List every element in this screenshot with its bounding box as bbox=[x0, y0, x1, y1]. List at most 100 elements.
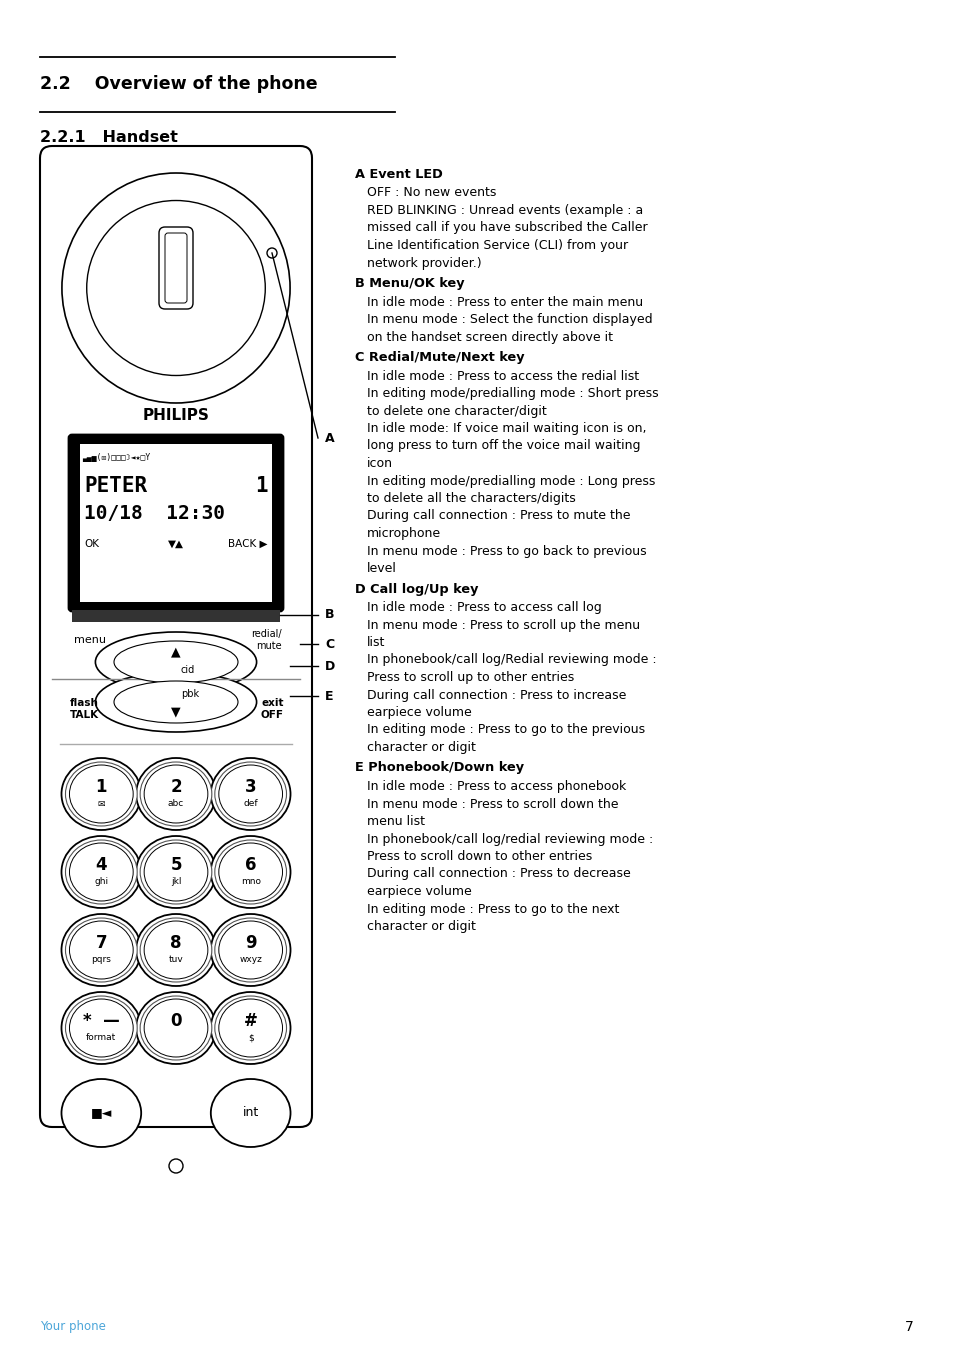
Ellipse shape bbox=[140, 840, 212, 904]
Text: 7: 7 bbox=[95, 934, 107, 952]
Text: During call connection : Press to decrease: During call connection : Press to decrea… bbox=[367, 867, 630, 881]
Ellipse shape bbox=[211, 992, 291, 1064]
Text: on the handset screen directly above it: on the handset screen directly above it bbox=[367, 331, 613, 344]
Bar bbox=[80, 444, 272, 602]
Ellipse shape bbox=[218, 1085, 282, 1141]
Ellipse shape bbox=[61, 992, 141, 1064]
Text: tuv: tuv bbox=[169, 955, 183, 965]
Text: ▲: ▲ bbox=[171, 646, 181, 658]
Ellipse shape bbox=[214, 840, 286, 904]
Ellipse shape bbox=[66, 1082, 137, 1144]
Ellipse shape bbox=[70, 1085, 133, 1141]
Text: network provider.): network provider.) bbox=[367, 256, 481, 270]
Ellipse shape bbox=[140, 762, 212, 826]
Text: E: E bbox=[325, 689, 334, 703]
Text: list: list bbox=[367, 635, 385, 649]
Text: In phonebook/call log/redial reviewing mode :: In phonebook/call log/redial reviewing m… bbox=[367, 832, 653, 846]
Text: B Menu/OK key: B Menu/OK key bbox=[355, 277, 464, 290]
Text: 10/18  12:30: 10/18 12:30 bbox=[84, 505, 225, 523]
Text: ✉: ✉ bbox=[97, 800, 105, 808]
Text: 0: 0 bbox=[170, 1012, 182, 1031]
Ellipse shape bbox=[61, 836, 141, 908]
Text: def: def bbox=[243, 800, 257, 808]
Text: jkl: jkl bbox=[171, 877, 181, 886]
Text: 7: 7 bbox=[904, 1321, 913, 1334]
Ellipse shape bbox=[214, 1082, 286, 1144]
Ellipse shape bbox=[211, 1079, 291, 1147]
Text: ■◄: ■◄ bbox=[91, 1106, 112, 1120]
Text: pqrs: pqrs bbox=[91, 955, 112, 965]
Text: menu: menu bbox=[74, 635, 106, 645]
Ellipse shape bbox=[214, 919, 286, 982]
Text: In editing mode/predialling mode : Long press: In editing mode/predialling mode : Long … bbox=[367, 475, 655, 487]
Text: $: $ bbox=[248, 1033, 253, 1043]
Ellipse shape bbox=[66, 996, 137, 1060]
Ellipse shape bbox=[113, 681, 237, 723]
Text: 1: 1 bbox=[95, 778, 107, 796]
Ellipse shape bbox=[136, 836, 215, 908]
Ellipse shape bbox=[211, 758, 291, 830]
Text: In editing mode : Press to go to the next: In editing mode : Press to go to the nex… bbox=[367, 902, 618, 916]
Ellipse shape bbox=[214, 996, 286, 1060]
Ellipse shape bbox=[218, 843, 282, 901]
Text: B: B bbox=[325, 608, 335, 622]
Bar bbox=[71, 610, 280, 622]
Ellipse shape bbox=[218, 1000, 282, 1058]
Ellipse shape bbox=[136, 992, 215, 1064]
Text: In idle mode : Press to access phonebook: In idle mode : Press to access phonebook bbox=[367, 780, 625, 793]
Text: Press to scroll up to other entries: Press to scroll up to other entries bbox=[367, 670, 574, 684]
Text: ▼: ▼ bbox=[171, 706, 181, 719]
Text: 6: 6 bbox=[245, 857, 256, 874]
Ellipse shape bbox=[113, 641, 237, 683]
Text: Press to scroll down to other entries: Press to scroll down to other entries bbox=[367, 850, 592, 863]
Text: menu list: menu list bbox=[367, 815, 424, 828]
Text: earpiece volume: earpiece volume bbox=[367, 706, 471, 719]
Ellipse shape bbox=[140, 919, 212, 982]
Text: 8: 8 bbox=[170, 934, 182, 952]
Text: exit
OFF: exit OFF bbox=[261, 699, 284, 720]
FancyBboxPatch shape bbox=[40, 146, 312, 1126]
Ellipse shape bbox=[66, 840, 137, 904]
Text: *  —: * — bbox=[83, 1012, 119, 1031]
Ellipse shape bbox=[144, 843, 208, 901]
Text: ▼▲: ▼▲ bbox=[168, 540, 184, 549]
Ellipse shape bbox=[66, 762, 137, 826]
Text: In idle mode : Press to enter the main menu: In idle mode : Press to enter the main m… bbox=[367, 295, 642, 309]
Ellipse shape bbox=[70, 843, 133, 901]
FancyBboxPatch shape bbox=[69, 434, 283, 611]
Ellipse shape bbox=[61, 915, 141, 986]
Text: character or digit: character or digit bbox=[367, 920, 476, 934]
Ellipse shape bbox=[70, 1000, 133, 1058]
Text: BACK ▶: BACK ▶ bbox=[229, 540, 268, 549]
Text: level: level bbox=[367, 563, 396, 575]
Text: OK: OK bbox=[84, 540, 99, 549]
Text: RED BLINKING : Unread events (example : a: RED BLINKING : Unread events (example : … bbox=[367, 204, 642, 217]
Text: In editing mode/predialling mode : Short press: In editing mode/predialling mode : Short… bbox=[367, 387, 658, 401]
Text: missed call if you have subscribed the Caller: missed call if you have subscribed the C… bbox=[367, 221, 647, 235]
Text: format: format bbox=[86, 1033, 116, 1043]
Ellipse shape bbox=[136, 758, 215, 830]
Ellipse shape bbox=[87, 201, 265, 375]
Ellipse shape bbox=[61, 1079, 141, 1147]
Text: PHILIPS: PHILIPS bbox=[142, 409, 210, 424]
Text: C: C bbox=[325, 638, 334, 650]
Text: character or digit: character or digit bbox=[367, 741, 476, 754]
Ellipse shape bbox=[211, 915, 291, 986]
FancyBboxPatch shape bbox=[165, 233, 187, 304]
Text: In menu mode : Select the function displayed: In menu mode : Select the function displ… bbox=[367, 313, 652, 326]
Text: During call connection : Press to mute the: During call connection : Press to mute t… bbox=[367, 510, 630, 522]
Text: PETER: PETER bbox=[84, 476, 147, 496]
Ellipse shape bbox=[136, 915, 215, 986]
Text: to delete one character/digit: to delete one character/digit bbox=[367, 405, 546, 417]
Text: E Phonebook/Down key: E Phonebook/Down key bbox=[355, 761, 523, 774]
Ellipse shape bbox=[144, 765, 208, 823]
Text: D Call log/Up key: D Call log/Up key bbox=[355, 583, 478, 595]
Ellipse shape bbox=[211, 836, 291, 908]
Text: OFF : No new events: OFF : No new events bbox=[367, 186, 496, 200]
Text: flash
TALK: flash TALK bbox=[70, 699, 99, 720]
Ellipse shape bbox=[144, 1000, 208, 1058]
Text: Your phone: Your phone bbox=[40, 1321, 106, 1333]
Text: In menu mode : Press to scroll up the menu: In menu mode : Press to scroll up the me… bbox=[367, 618, 639, 631]
Ellipse shape bbox=[214, 762, 286, 826]
Text: #: # bbox=[243, 1012, 257, 1031]
